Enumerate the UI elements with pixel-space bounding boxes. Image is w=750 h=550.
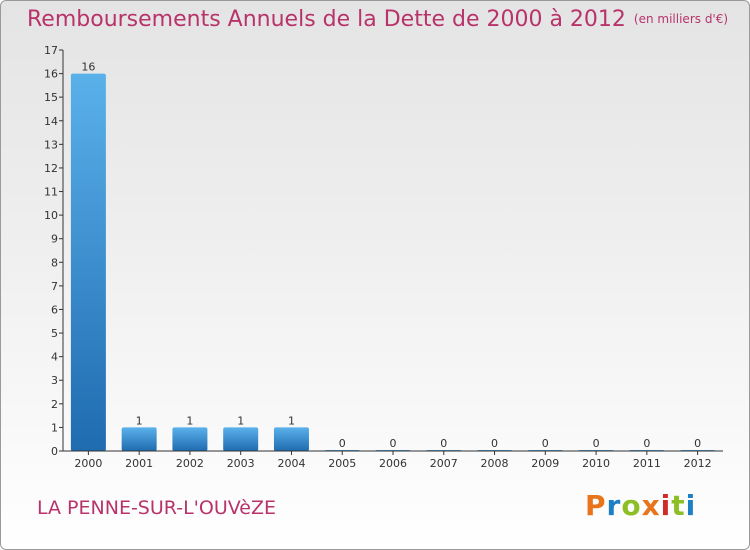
y-tick-label: 15 — [44, 91, 58, 104]
bar — [223, 427, 259, 451]
y-tick-label: 0 — [51, 445, 58, 458]
x-tick-label: 2012 — [684, 457, 712, 470]
y-tick-label: 2 — [51, 398, 58, 411]
x-tick-label: 2004 — [277, 457, 305, 470]
y-tick-label: 9 — [51, 233, 58, 246]
x-tick-label: 2005 — [328, 457, 356, 470]
bar-value-label: 1 — [186, 414, 193, 427]
bar-value-label: 1 — [288, 414, 295, 427]
place-name: LA PENNE-SUR-L'OUVèZE — [37, 497, 276, 519]
x-tick-label: 2002 — [176, 457, 204, 470]
logo-letter: t — [671, 489, 686, 522]
chart-title: Remboursements Annuels de la Dette de 20… — [27, 7, 728, 32]
logo-letter: P — [585, 489, 607, 522]
x-tick-label: 2000 — [74, 457, 102, 470]
y-tick-label: 11 — [44, 186, 58, 199]
x-tick-label: 2010 — [582, 457, 610, 470]
y-tick-label: 17 — [44, 44, 58, 57]
bar-value-label: 0 — [542, 437, 549, 450]
y-tick-label: 10 — [44, 209, 58, 222]
y-tick-label: 1 — [51, 421, 58, 434]
y-tick-label: 5 — [51, 327, 58, 340]
bar-value-label: 0 — [593, 437, 600, 450]
x-tick-label: 2006 — [379, 457, 407, 470]
bar-value-label: 1 — [237, 414, 244, 427]
bar-value-label: 0 — [643, 437, 650, 450]
bar-value-label: 16 — [81, 61, 95, 74]
chart-title-text: Remboursements Annuels de la Dette de 20… — [27, 7, 626, 32]
logo-letter: i — [660, 489, 672, 522]
bar — [273, 427, 309, 451]
y-tick-label: 16 — [44, 68, 58, 81]
x-tick-label: 2007 — [430, 457, 458, 470]
y-tick-label: 8 — [51, 256, 58, 269]
x-tick-label: 2011 — [633, 457, 661, 470]
y-tick-label: 14 — [44, 115, 58, 128]
x-tick-label: 2009 — [531, 457, 559, 470]
bar-value-label: 0 — [440, 437, 447, 450]
logo-letter: r — [606, 489, 622, 522]
logo-letter: i — [685, 489, 697, 522]
y-tick-label: 12 — [44, 162, 58, 175]
y-tick-label: 7 — [51, 280, 58, 293]
chart-subtitle: (en milliers d'€) — [633, 12, 729, 26]
y-tick-label: 4 — [51, 351, 58, 364]
y-tick-label: 13 — [44, 138, 58, 151]
proxiti-logo[interactable]: Proxiti — [585, 489, 696, 522]
bar — [70, 73, 106, 452]
y-tick-label: 3 — [51, 374, 58, 387]
x-tick-label: 2008 — [481, 457, 509, 470]
bar-value-label: 0 — [390, 437, 397, 450]
bar-value-label: 0 — [339, 437, 346, 450]
bar-value-label: 0 — [694, 437, 701, 450]
logo-letter: x — [641, 489, 661, 522]
x-tick-label: 2001 — [125, 457, 153, 470]
bar — [172, 427, 208, 451]
logo-letter: o — [621, 489, 642, 522]
bar-value-label: 1 — [136, 414, 143, 427]
x-tick-label: 2003 — [227, 457, 255, 470]
bar — [121, 427, 157, 451]
bar-series: 16 1 1 1 1 0 0 0 0 0 0 0 0 — [70, 61, 716, 452]
bar-value-label: 0 — [491, 437, 498, 450]
y-tick-label: 6 — [51, 303, 58, 316]
